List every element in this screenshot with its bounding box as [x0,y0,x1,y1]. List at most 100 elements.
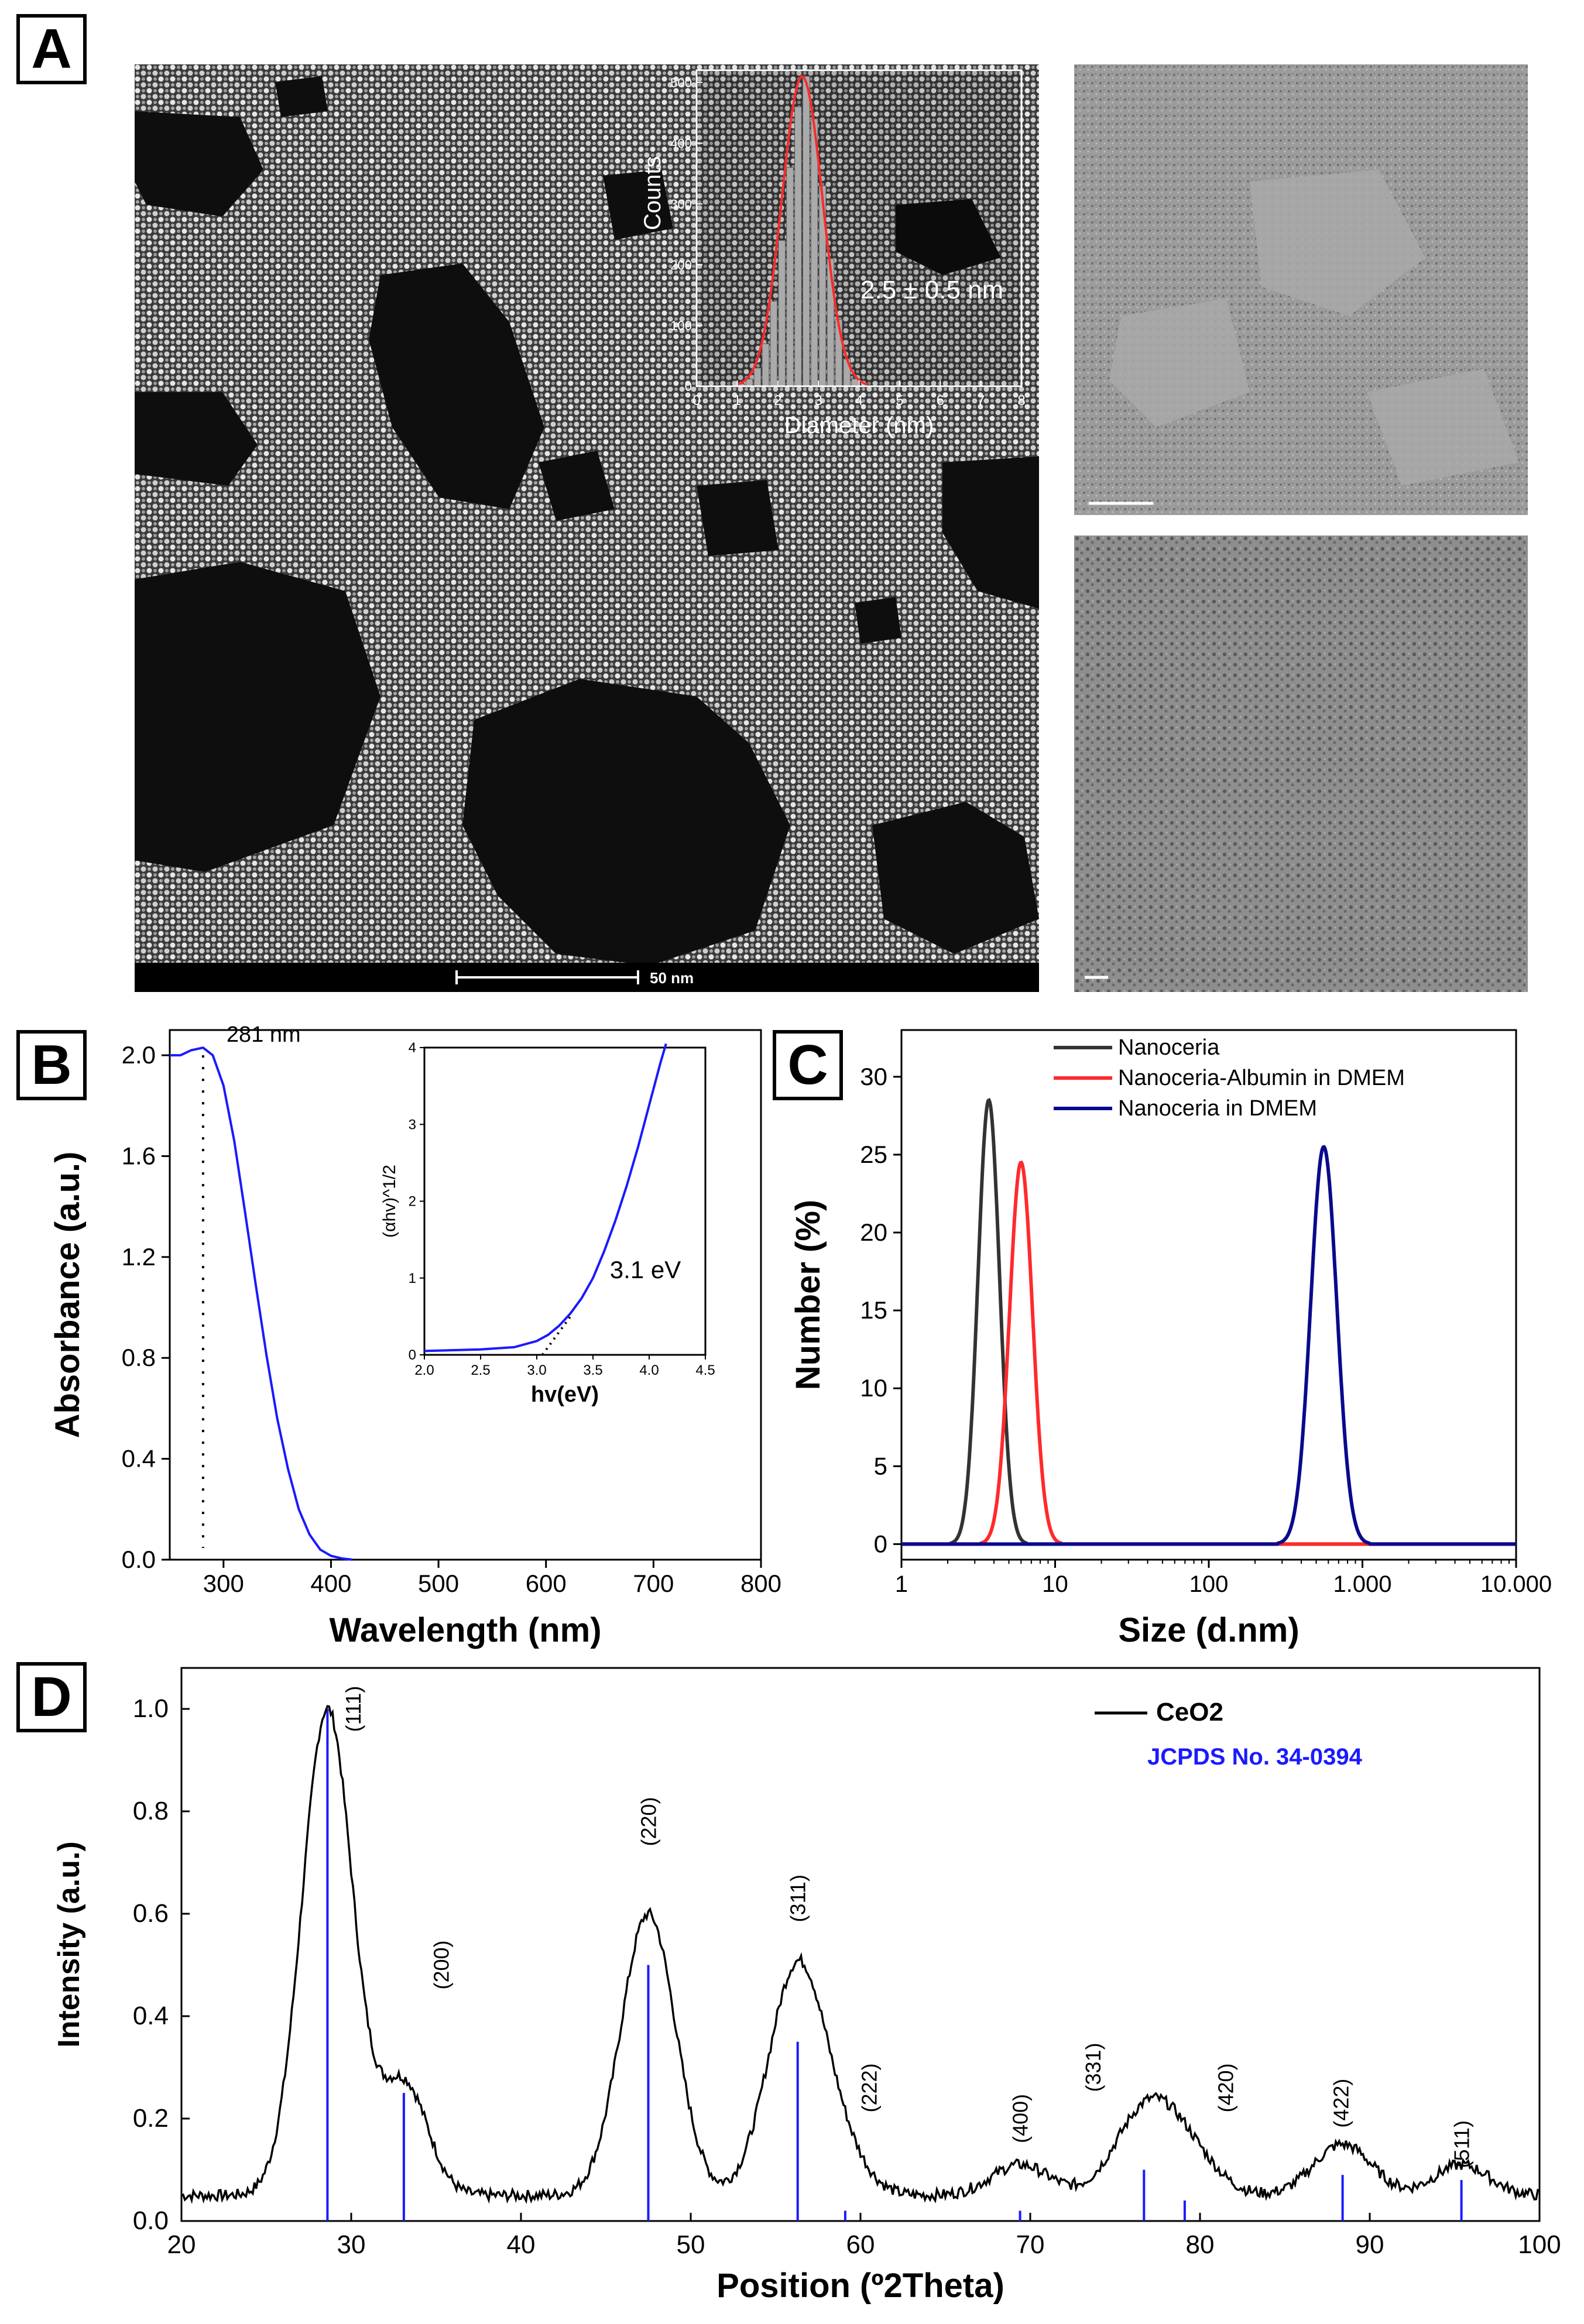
hkl-label: (422) [1329,2079,1353,2128]
x-axis-label: Diameter (nm) [784,413,934,438]
x-tick-label: 80 [1186,2230,1215,2259]
y-axis-label: Number (%) [789,1200,827,1390]
inset-x-tick-label: 2.0 [414,1362,434,1378]
xrd-chart: 20 30 40 50 60 70 80 90 100 0.0 0.2 0.4 0.6 0.8 1.0 Pos… [52,1667,1561,2305]
legend-label: Nanoceria in DMEM [1118,1096,1317,1121]
panel-label-b: B [16,1030,87,1100]
scale-bar [455,970,639,984]
x-tick-label: 2 [774,393,781,408]
y-tick-label: 2.0 [122,1041,156,1069]
histogram-bar [810,118,818,387]
inset-y-tick-label: 1 [409,1271,416,1286]
x-tick-label: 60 [846,2230,875,2259]
y-tick-label: 200 [670,258,692,272]
inset-y-tick-label: 0 [409,1347,416,1363]
x-tick-label: 0 [692,393,700,408]
mean-size-annotation: 2.5 ± 0.5 nm [860,276,1003,304]
hkl-label: (222) [857,2063,881,2112]
y-tick-label: 0.4 [122,1445,156,1472]
legend-label: Nanoceria [1118,1035,1220,1060]
x-tick-label: 3 [814,393,822,408]
x-tick-label: 100 [1189,1571,1229,1597]
tangent-line [541,1316,572,1356]
y-tick-label: 0.2 [133,2104,169,2133]
hkl-label: (200) [430,1940,454,1989]
hkl-label: (311) [786,1875,810,1922]
y-tick-label: 0.0 [122,1546,156,1573]
inset-x-axis-label: hv(eV) [531,1382,599,1407]
hkl-label: (331) [1081,2042,1105,2092]
x-axis-label: Wavelength (nm) [329,1611,601,1649]
x-tick-label: 5 [896,393,903,408]
hkl-label: (111) [341,1686,365,1732]
x-tick-label: 700 [633,1570,674,1597]
panel-label-d: D [16,1662,87,1732]
histogram-bar [762,343,770,387]
histogram-bar [778,240,786,387]
y-tick-label: 1.0 [133,1694,169,1723]
histogram-bar [794,106,802,387]
y-tick-label: 30 [860,1063,887,1090]
histogram-bar [753,368,762,387]
y-tick-label: 1.2 [122,1243,156,1271]
x-tick-label: 20 [167,2230,196,2259]
tem-image-top [1074,64,1528,515]
inset-y-tick-label: 4 [409,1040,416,1056]
inset-x-tick-label: 4.0 [639,1362,659,1378]
x-tick-label: 70 [1016,2230,1045,2259]
y-tick-label: 400 [670,136,692,151]
dark-regions [135,76,1039,966]
uv-vis-chart: 300 400 500 600 700 800 0.0 0.4 0.8 1.2 1.6 2.0 Wave… [49,1022,781,1649]
series-line [901,1160,1516,1546]
panel-label-c: C [773,1030,843,1100]
inset-y-axis-label: (αhv)^1/2 [380,1165,399,1238]
band-gap-annotation: 3.1 eV [610,1256,681,1283]
hkl-label: (420) [1213,2063,1237,2112]
y-tick-label: 5 [874,1452,887,1479]
dls-chart: 1 10 100 1.000 10.000 0 5 10 15 20 25 30 Size (d.nm)… [789,1029,1552,1649]
y-tick-label: 0 [874,1530,887,1557]
legend-label: Nanoceria-Albumin in DMEM [1118,1066,1405,1090]
x-tick-label: 8 [1017,393,1025,408]
y-tick-label: 300 [670,197,692,211]
inset-x-tick-label: 3.5 [583,1362,602,1378]
x-tick-label: 7 [977,393,985,408]
xrd-pattern-line [181,1705,1540,2205]
panel-label-a: A [16,14,87,84]
x-axis-label: Size (d.nm) [1118,1611,1299,1649]
tem-image-bottom [1074,535,1528,992]
x-tick-label: 500 [418,1570,459,1597]
inset-frame [423,1046,707,1356]
x-tick-label: 1.000 [1333,1571,1391,1597]
y-tick-label: 20 [860,1218,887,1246]
inset-y-tick-label: 2 [409,1194,416,1210]
y-tick-label: 25 [860,1141,887,1168]
inset-x-tick-label: 4.5 [695,1362,715,1378]
x-tick-label: 10 [1042,1571,1068,1597]
y-axis-label: Counts [640,156,666,231]
series-line [901,1145,1516,1546]
y-axis-label: Absorbance (a.u.) [49,1152,87,1439]
y-tick-label: 0.8 [122,1344,156,1371]
y-tick-label: 0.4 [133,2002,169,2030]
x-tick-label: 300 [203,1570,244,1597]
x-tick-label: 800 [740,1570,781,1597]
y-tick-label: 10 [860,1374,887,1402]
x-tick-label: 6 [937,393,944,408]
y-tick-label: 0.6 [133,1899,169,1928]
y-tick-label: 0.8 [133,1797,169,1825]
histogram-bar [786,167,794,387]
x-tick-label: 600 [526,1570,567,1597]
inset-plot-bg [697,70,1021,386]
x-tick-label: 1 [895,1571,908,1597]
series-line [901,1097,1516,1546]
x-tick-label: 10.000 [1480,1571,1552,1597]
histogram-bar [802,75,810,387]
histogram-bar [770,301,778,387]
hkl-label: (220) [636,1797,660,1846]
legend-label-jcpds: JCPDS No. 34-0394 [1147,1744,1363,1770]
x-tick-label: 4 [855,393,863,408]
gaussian-fit-line [736,74,868,386]
y-tick-label: 0.0 [133,2206,169,2235]
x-tick-label: 400 [310,1570,351,1597]
